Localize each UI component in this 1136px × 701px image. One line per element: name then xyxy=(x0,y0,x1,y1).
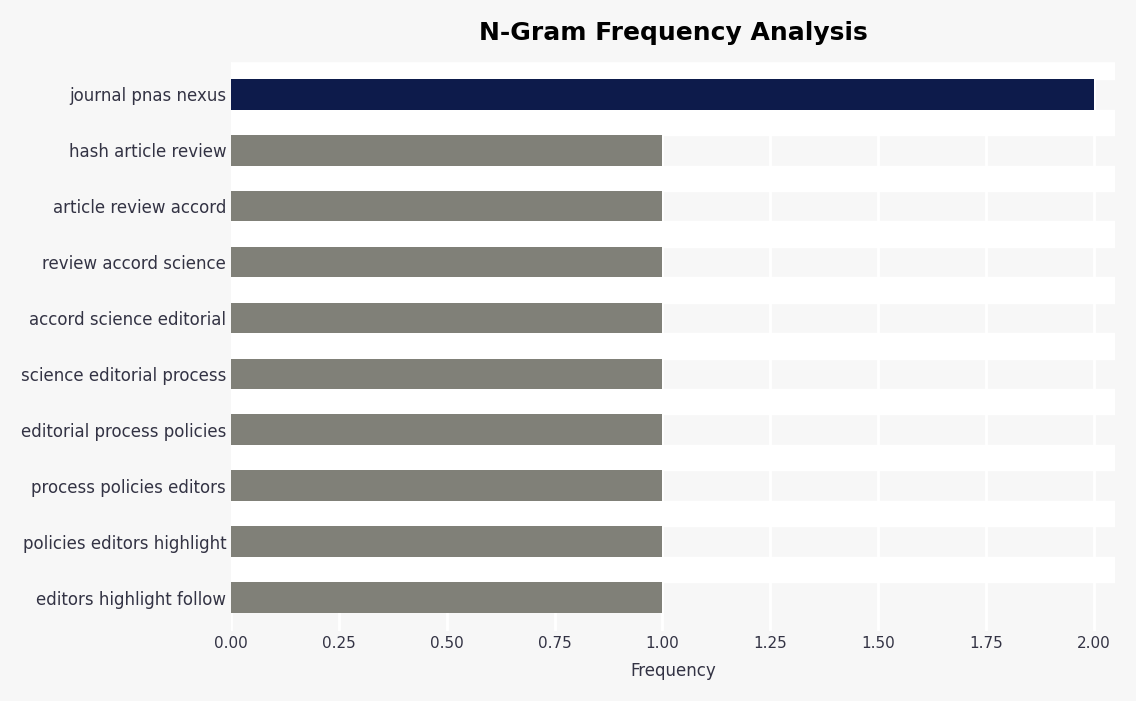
Title: N-Gram Frequency Analysis: N-Gram Frequency Analysis xyxy=(478,21,868,45)
Bar xyxy=(231,191,662,222)
Bar xyxy=(231,55,1116,61)
Bar xyxy=(231,583,662,613)
Bar xyxy=(231,79,1094,109)
Bar xyxy=(231,222,1116,247)
Bar xyxy=(231,247,662,278)
Bar xyxy=(231,501,1116,526)
Bar xyxy=(231,557,1116,583)
Bar xyxy=(231,414,662,445)
Bar xyxy=(231,445,1116,470)
Bar xyxy=(231,303,662,334)
Bar xyxy=(231,135,662,165)
Bar xyxy=(231,165,1116,191)
Bar xyxy=(231,358,662,389)
Bar xyxy=(231,389,1116,414)
Bar xyxy=(231,526,662,557)
X-axis label: Frequency: Frequency xyxy=(630,662,716,680)
Bar xyxy=(231,278,1116,303)
Bar xyxy=(231,54,1116,79)
Bar xyxy=(231,334,1116,358)
Bar xyxy=(231,109,1116,135)
Bar xyxy=(231,470,662,501)
